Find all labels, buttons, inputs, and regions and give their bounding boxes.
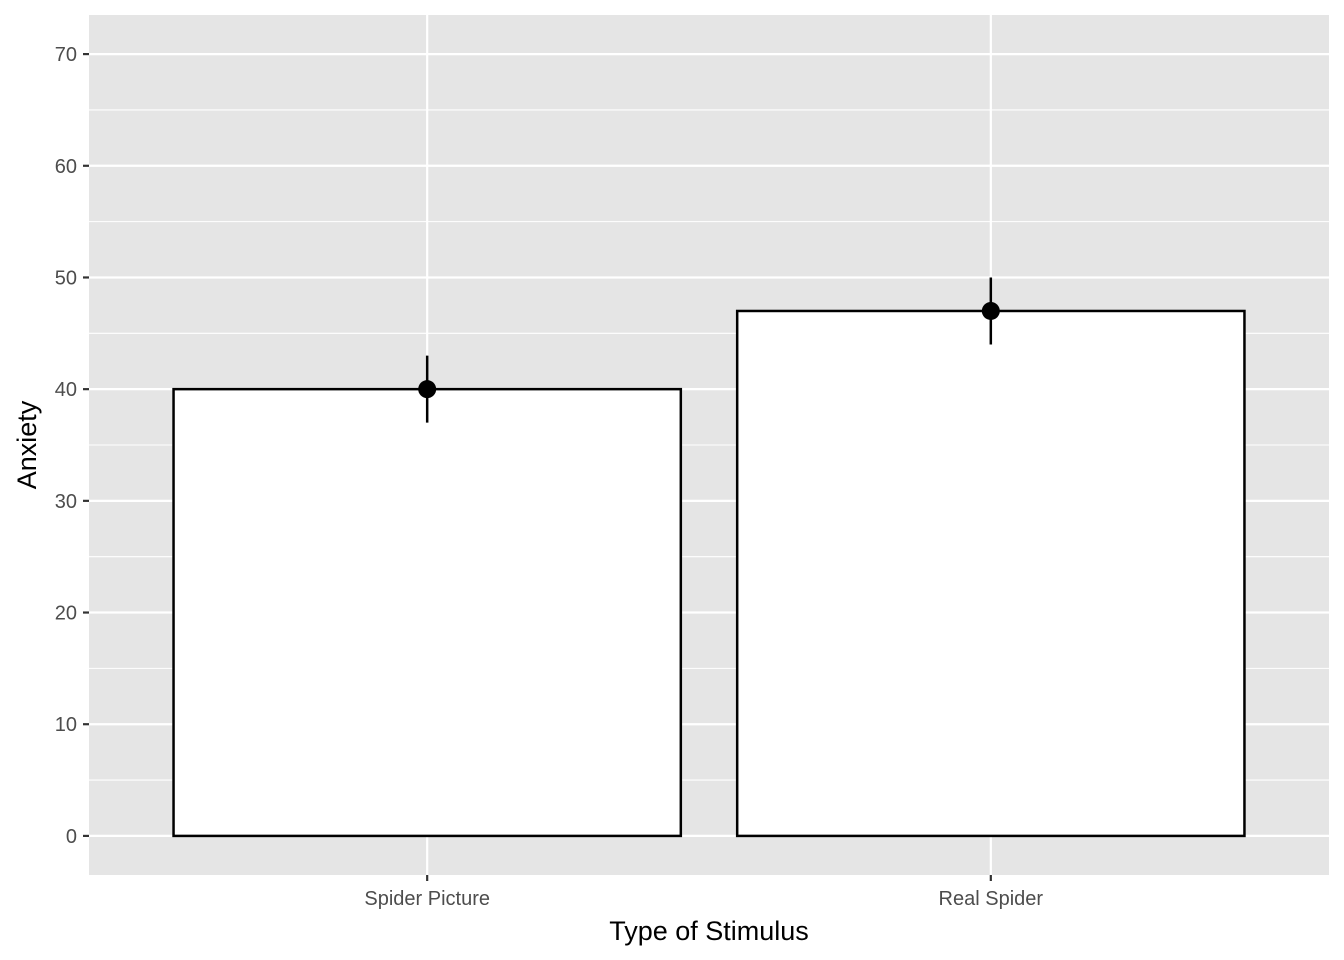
mean-point [418, 380, 437, 399]
y-tick-label: 40 [55, 379, 77, 401]
y-axis: 0 10 20 30 40 50 60 70 [55, 44, 89, 848]
y-axis-title: Anxiety [12, 400, 42, 489]
mean-points [418, 301, 1000, 399]
bars [172, 309, 1246, 838]
y-tick-label: 60 [55, 156, 77, 178]
x-axis-title: Type of Stimulus [609, 916, 809, 946]
mean-point [981, 301, 1000, 320]
x-tick-label: Spider Picture [364, 888, 490, 910]
bar [735, 309, 1246, 838]
y-tick-label: 20 [55, 603, 77, 625]
x-axis: Spider Picture Real Spider [364, 875, 1043, 910]
y-tick-label: 30 [55, 491, 77, 513]
x-tick-label: Real Spider [939, 888, 1044, 910]
y-tick-label: 70 [55, 44, 77, 66]
y-tick-label: 50 [55, 267, 77, 289]
bar [172, 387, 683, 838]
y-tick-label: 0 [66, 826, 77, 848]
y-tick-label: 10 [55, 714, 77, 736]
